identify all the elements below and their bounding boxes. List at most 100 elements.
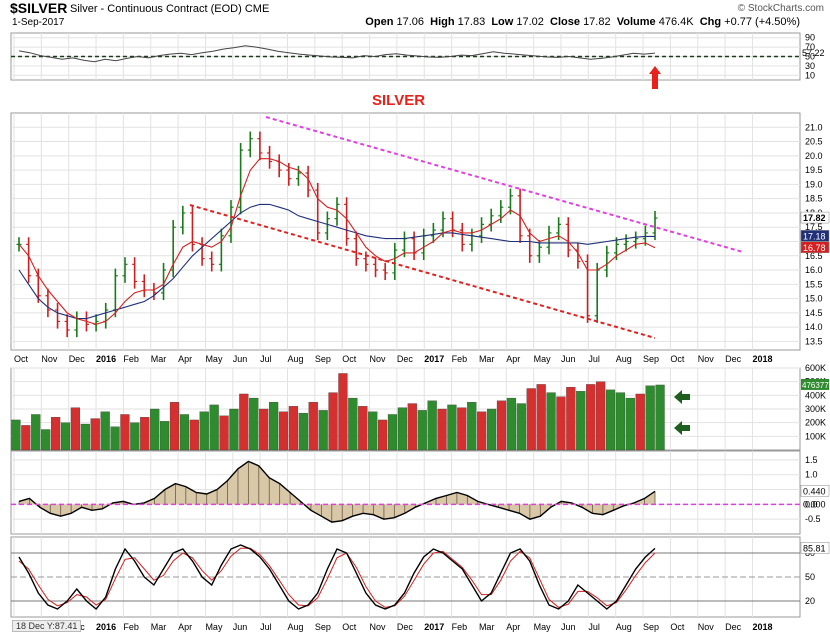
green-left-arrow-icon-lower bbox=[674, 421, 690, 435]
volume-bar bbox=[41, 429, 51, 451]
x-tick-label-bottom: Oct bbox=[342, 622, 357, 632]
x-tick-label-bottom: Aug bbox=[616, 622, 632, 632]
open-value: 17.06 bbox=[396, 16, 425, 28]
macd-histogram-outline bbox=[18, 460, 656, 523]
price-tick-label: 20.5 bbox=[805, 137, 823, 147]
volume-bar bbox=[140, 417, 150, 451]
x-tick-label: Dec bbox=[69, 354, 86, 364]
sto-last-label: 85.81 bbox=[803, 543, 826, 553]
vol-tick-label: 100K bbox=[805, 431, 826, 441]
volume-bar bbox=[239, 393, 249, 451]
x-tick-label-bottom: Apr bbox=[506, 622, 520, 632]
volume-bar bbox=[605, 389, 616, 451]
x-tick-label: Oct bbox=[670, 354, 685, 364]
volume-bar bbox=[655, 384, 665, 451]
rsi-tick-label: 90 bbox=[805, 33, 815, 43]
volume-bar bbox=[249, 397, 259, 451]
volume-bar bbox=[318, 410, 328, 451]
price-tick-label: 15.5 bbox=[805, 279, 823, 289]
volume-bar bbox=[328, 392, 338, 451]
low-value: 17.02 bbox=[516, 16, 544, 28]
ohlc-readout: Open 17.06 High 17.83 Low 17.02 Close 17… bbox=[365, 16, 800, 28]
volume-value: 476.4K bbox=[658, 16, 694, 28]
volume-bar bbox=[486, 408, 497, 451]
x-tick-label-bottom: Mar bbox=[151, 622, 167, 632]
volume-bar bbox=[338, 373, 348, 451]
volume-bar bbox=[278, 411, 289, 451]
volume-bar bbox=[120, 414, 130, 451]
green-left-arrow-icon-upper bbox=[674, 390, 690, 404]
macd-tick-label: 1.5 bbox=[805, 455, 818, 465]
x-tick-label-bottom: Apr bbox=[178, 622, 192, 632]
x-tick-label: May bbox=[534, 354, 552, 364]
volume-bar bbox=[457, 407, 467, 451]
volume-last-tag bbox=[801, 378, 829, 390]
volume-bar bbox=[179, 414, 190, 451]
volume-bar bbox=[229, 408, 239, 451]
x-tick-label-bottom: Mar bbox=[479, 622, 495, 632]
x-tick-label-bottom: Jul bbox=[260, 622, 272, 632]
volume-bar bbox=[556, 396, 566, 451]
volume-bar bbox=[368, 411, 378, 451]
price-last-label: 17.82 bbox=[803, 213, 826, 223]
volume-bar bbox=[50, 417, 61, 451]
panel-frame-macd bbox=[10, 450, 801, 535]
price-tick-label: 16.5 bbox=[805, 251, 823, 261]
x-tick-label: Jun bbox=[233, 354, 248, 364]
macd-zero-label: 0.000 bbox=[803, 499, 826, 509]
price-last-label: 16.78 bbox=[803, 243, 826, 253]
volume-bar bbox=[358, 406, 368, 451]
volume-bar bbox=[437, 408, 447, 451]
volume-bar bbox=[645, 385, 655, 451]
vol-tick-label: 400K bbox=[805, 390, 826, 400]
x-tick-label-bottom: Dec bbox=[397, 622, 414, 632]
x-tick-label: Sep bbox=[315, 354, 331, 364]
x-tick-label: Oct bbox=[342, 354, 357, 364]
high-value: 17.83 bbox=[457, 16, 486, 28]
volume-bar bbox=[259, 408, 269, 451]
x-tick-label-bottom: May bbox=[534, 622, 552, 632]
x-tick-label: Apr bbox=[178, 354, 192, 364]
volume-bar bbox=[70, 407, 81, 451]
volume-bar bbox=[199, 411, 209, 451]
volume-bar bbox=[427, 400, 437, 451]
x-tick-label-bottom: 2017 bbox=[424, 622, 444, 632]
x-tick-label: Jul bbox=[260, 354, 272, 364]
volume-bar bbox=[11, 419, 21, 451]
x-tick-label: Aug bbox=[288, 354, 304, 364]
x-tick-label-bottom: 2018 bbox=[752, 622, 772, 632]
sto-tick-label: 20 bbox=[805, 596, 815, 606]
red-up-arrow-icon bbox=[649, 66, 661, 89]
volume-bar bbox=[417, 410, 427, 451]
price-tick-label: 19.5 bbox=[805, 165, 823, 175]
volume-bar bbox=[31, 414, 41, 451]
volume-bar bbox=[60, 422, 71, 451]
panel-frame-price bbox=[10, 112, 801, 351]
x-tick-label: Nov bbox=[370, 354, 387, 364]
volume-bar bbox=[477, 411, 487, 451]
volume-last-label: 476377 bbox=[802, 381, 829, 390]
volume-bar bbox=[348, 397, 358, 451]
x-tick-label: Mar bbox=[479, 354, 495, 364]
price-tick-label: 14.5 bbox=[805, 308, 823, 318]
volume-bar bbox=[169, 402, 180, 451]
x-tick-label: Jul bbox=[588, 354, 600, 364]
volume-bar bbox=[159, 421, 170, 451]
close-value: 17.82 bbox=[583, 16, 611, 28]
volume-bar bbox=[288, 406, 299, 451]
x-tick-label-bottom: Jun bbox=[561, 622, 576, 632]
x-tick-label: Oct bbox=[14, 354, 29, 364]
upper-trendline bbox=[265, 116, 744, 253]
chg-label: Chg bbox=[699, 16, 722, 28]
volume-bar bbox=[80, 423, 90, 451]
volume-bar bbox=[100, 411, 110, 451]
volume-bar bbox=[536, 384, 546, 451]
price-tick-label: 20.0 bbox=[805, 151, 823, 161]
x-tick-label-bottom: Nov bbox=[370, 622, 387, 632]
volume-bar bbox=[467, 402, 477, 451]
ma-short-line bbox=[18, 158, 656, 325]
volume-bar bbox=[595, 381, 606, 451]
volume-bar bbox=[219, 415, 229, 451]
sto-tick-label: 50 bbox=[805, 572, 815, 582]
rsi-line bbox=[18, 45, 656, 63]
